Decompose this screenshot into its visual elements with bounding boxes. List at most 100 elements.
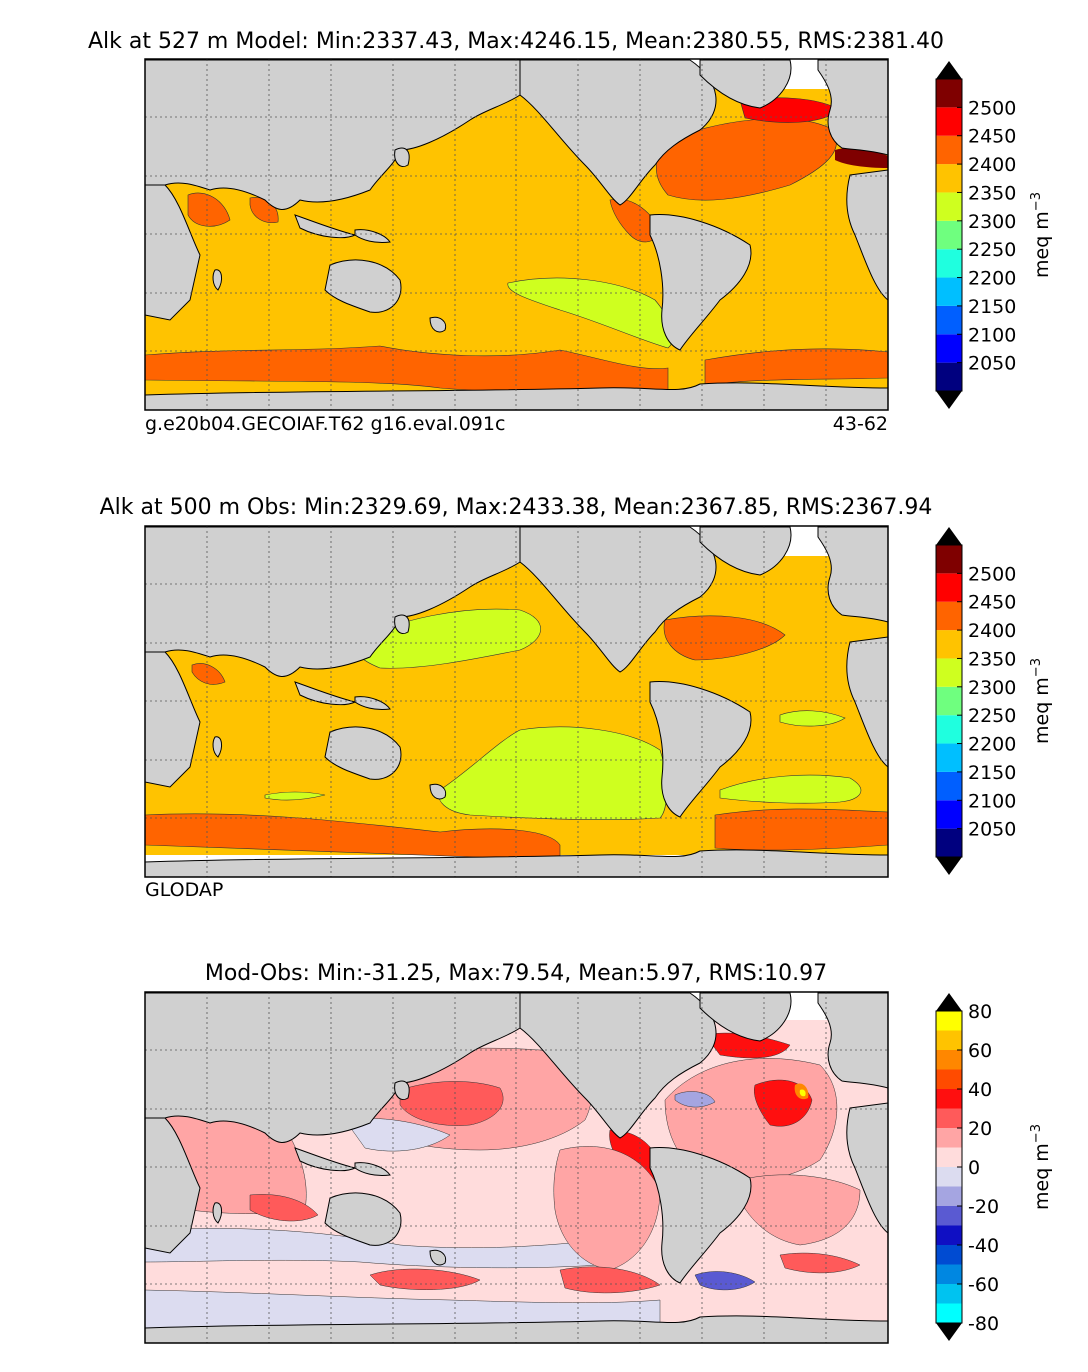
region-east-pacific-10	[553, 1146, 661, 1271]
colorbar-band	[936, 164, 962, 193]
colorbar-band	[936, 1108, 962, 1128]
colorbar-tick-label: -20	[968, 1196, 999, 1218]
region-west-atlantic-2350	[779, 710, 846, 727]
colorbar-tick-label: 2100	[968, 324, 1016, 346]
colorbar-tick-label: -60	[968, 1274, 999, 1296]
land-australia	[324, 726, 402, 780]
colorbar-band	[936, 1225, 962, 1245]
colorbar-tick-label: 0	[968, 1157, 980, 1179]
colorbar-band	[936, 630, 962, 659]
region-south-pacific-20	[559, 1266, 661, 1294]
colorbar-tick-label: 60	[968, 1040, 992, 1062]
map-obs	[145, 526, 888, 877]
colorbar-band	[936, 277, 962, 306]
region-west-pacific-negative	[344, 1118, 451, 1152]
region-south-atlantic-20	[779, 1252, 861, 1274]
colorbar-tick-label: -40	[968, 1235, 999, 1257]
region-north-pacific-20	[399, 1081, 504, 1126]
colorbar-tick-label: 2050	[968, 353, 1016, 375]
region-south-atlantic-10	[739, 1174, 861, 1246]
land-eurasia-west	[145, 526, 521, 677]
colorbar-band	[936, 800, 962, 829]
colorbar-band	[936, 715, 962, 744]
land-africa-east	[846, 1102, 888, 1234]
gridlines	[145, 59, 888, 410]
colorbar-extend-min	[936, 391, 962, 409]
colorbar-band	[936, 1167, 962, 1187]
colorbar-extend-max	[936, 527, 962, 545]
map-frame	[144, 58, 889, 411]
region-south-indian-20	[369, 1268, 481, 1290]
land-africa	[145, 184, 201, 321]
colorbar-frame	[935, 78, 963, 392]
region-arabian-sea-2400	[191, 663, 226, 685]
land	[145, 992, 888, 1343]
colorbar-label: meq m−3	[1029, 658, 1053, 744]
land-new-guinea	[354, 229, 391, 243]
land-japan	[394, 1080, 410, 1100]
colorbar-label: meq m−3	[1029, 192, 1053, 278]
panel-obs: Alk at 500 m Obs: Min:2329.69, Max:2433.…	[100, 495, 1053, 901]
land-greenland	[699, 992, 792, 1042]
land-new-zealand	[429, 783, 447, 800]
region-arabian-sea-2400	[187, 192, 231, 227]
colorbar-band	[936, 1303, 962, 1323]
colorbar-tick-label: 2400	[968, 154, 1016, 176]
colorbar-band	[936, 1089, 962, 1109]
colorbar-band	[936, 686, 962, 716]
panel-model-title: Alk at 527 m Model: Min:2337.43, Max:424…	[88, 29, 944, 54]
colorbar-tick-label: 2300	[968, 677, 1016, 699]
colorbar-tick-label: 2150	[968, 762, 1016, 784]
colorbar-tick-label: 2250	[968, 239, 1016, 261]
colorbar-tick-label: 2200	[968, 268, 1016, 290]
region-mediterranean-2500	[835, 147, 888, 168]
land-madagascar	[212, 1202, 223, 1224]
colorbar-band	[936, 601, 962, 631]
colorbar-band	[936, 1069, 962, 1089]
colorbar-tick-label: 2400	[968, 620, 1016, 642]
colorbar-band	[936, 771, 962, 801]
colorbar: 2050 2100 2150 2200 2250 2300 2350 2400 2450 2500…	[935, 61, 1053, 409]
colorbar-extend-min	[936, 857, 962, 875]
region-gulf-stream-70	[799, 1089, 806, 1097]
colorbar-tick-label: 2050	[968, 819, 1016, 841]
colorbar-tick-label: 2350	[968, 182, 1016, 204]
land-north-america	[519, 59, 717, 206]
colorbar-band	[936, 334, 962, 363]
colorbar: 2050 2100 2150 2200 2250 2300 2350 2400 2450 2500…	[935, 527, 1053, 875]
map-frame	[144, 991, 889, 1344]
colorbar-band	[936, 1011, 962, 1031]
land-south-america	[649, 214, 752, 351]
land-new-guinea	[354, 1162, 391, 1176]
colorbar-band	[936, 1284, 962, 1304]
colorbar-band	[936, 107, 962, 136]
region-far-south-negative	[145, 1289, 661, 1331]
colorbar-band	[936, 220, 962, 250]
colorbar-tick-label: 2250	[968, 705, 1016, 727]
panel-diff-title: Mod-Obs: Min:-31.25, Max:79.54, Mean:5.9…	[205, 961, 827, 986]
region-southern-ocean-2400-east	[704, 348, 888, 386]
panel-diff: Mod-Obs: Min:-31.25, Max:79.54, Mean:5.9…	[144, 961, 1053, 1344]
land-eurasia-west	[145, 59, 521, 210]
region-labrador-30	[704, 1032, 791, 1059]
land-greenland	[699, 59, 792, 109]
colorbar-tick-label: 80	[968, 1001, 992, 1023]
land-north-america	[519, 526, 717, 673]
land-africa	[145, 651, 201, 788]
colorbar-tick-label: 2300	[968, 211, 1016, 233]
colorbar-band	[936, 743, 962, 772]
gridlines	[145, 992, 888, 1343]
land-europe-east	[817, 59, 888, 156]
region-southern-ocean-2400	[145, 345, 669, 393]
land-greenland	[699, 526, 792, 576]
colorbar-tick-label: 2500	[968, 563, 1016, 585]
colorbar-band	[936, 573, 962, 602]
colorbar-band	[936, 135, 962, 165]
colorbar-band	[936, 1147, 962, 1167]
region-drake-negative	[694, 1271, 756, 1291]
colorbar-band	[936, 305, 962, 335]
land-north-america	[519, 992, 717, 1139]
colorbar-band	[936, 362, 962, 391]
footer-left: GLODAP	[145, 879, 223, 901]
